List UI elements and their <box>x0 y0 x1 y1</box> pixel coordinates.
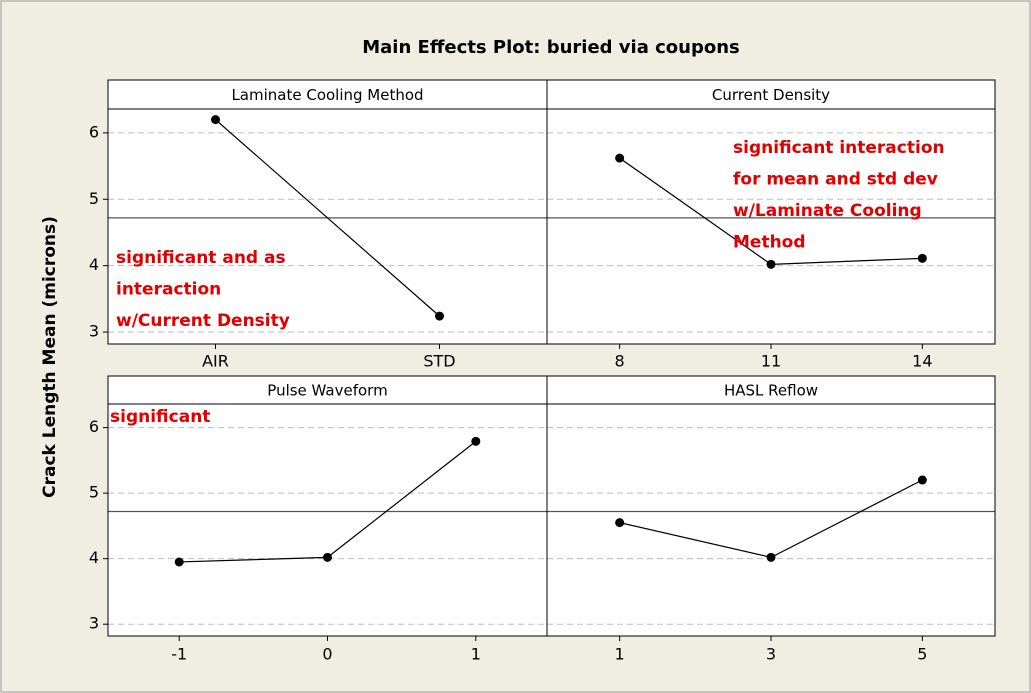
panel-title: HASL Reflow <box>724 382 818 400</box>
y-axis-label: Crack Length Mean (microns) <box>40 216 60 498</box>
panel-title: Current Density <box>712 86 830 104</box>
y-tick-label: 4 <box>89 548 99 567</box>
effect-line <box>215 119 440 317</box>
x-tick-label: 0 <box>322 645 332 664</box>
y-tick-label: 5 <box>89 483 99 502</box>
data-point <box>615 153 625 163</box>
panel-border <box>546 403 996 637</box>
annotation: for mean and std dev <box>733 170 938 190</box>
panel-plot-area <box>547 109 995 344</box>
x-tick-label: AIR <box>202 352 229 371</box>
annotation: significant interaction <box>733 138 945 158</box>
data-point <box>211 115 221 125</box>
panel-title: Pulse Waveform <box>267 382 387 400</box>
y-tick-label: 6 <box>89 417 99 436</box>
y-tick-label: 3 <box>89 322 99 341</box>
y-tick-label: 6 <box>89 122 99 141</box>
x-tick-label: 11 <box>761 352 781 371</box>
data-point <box>766 259 776 269</box>
annotation: w/Laminate Cooling <box>733 201 922 221</box>
y-tick-label: 3 <box>89 614 99 633</box>
y-tick-label: 5 <box>89 189 99 208</box>
x-tick-label: 3 <box>766 645 776 664</box>
annotation: interaction <box>116 280 221 300</box>
panel-plot-area <box>547 404 995 636</box>
panel-border <box>546 108 996 345</box>
data-point <box>917 475 927 485</box>
annotation: Method <box>733 233 806 253</box>
y-tick-label: 4 <box>89 255 99 274</box>
annotation: significant and as <box>116 248 286 268</box>
x-tick-label: 1 <box>471 645 481 664</box>
x-tick-label: 8 <box>615 352 625 371</box>
x-tick-label: -1 <box>171 645 187 664</box>
panel-strip <box>546 79 996 110</box>
x-tick-label: 5 <box>917 645 927 664</box>
x-tick-label: STD <box>423 352 455 371</box>
panel-plot-area <box>108 404 547 636</box>
data-point <box>323 552 332 562</box>
chart-title: Main Effects Plot: buried via coupons <box>362 37 740 58</box>
panel-strip <box>107 375 548 405</box>
panel-plot-area <box>108 109 547 344</box>
data-point <box>174 557 184 567</box>
data-point <box>471 436 481 446</box>
data-point <box>434 311 444 321</box>
panel-title: Laminate Cooling Method <box>231 86 423 104</box>
panel-strip <box>107 79 548 110</box>
annotation: significant <box>110 407 210 427</box>
data-point <box>766 552 776 562</box>
x-tick-label: 1 <box>615 645 625 664</box>
panel-strip <box>546 375 996 405</box>
annotation: w/Current Density <box>116 311 290 331</box>
data-point <box>917 253 927 263</box>
x-tick-label: 14 <box>912 352 932 371</box>
data-point <box>615 518 625 528</box>
